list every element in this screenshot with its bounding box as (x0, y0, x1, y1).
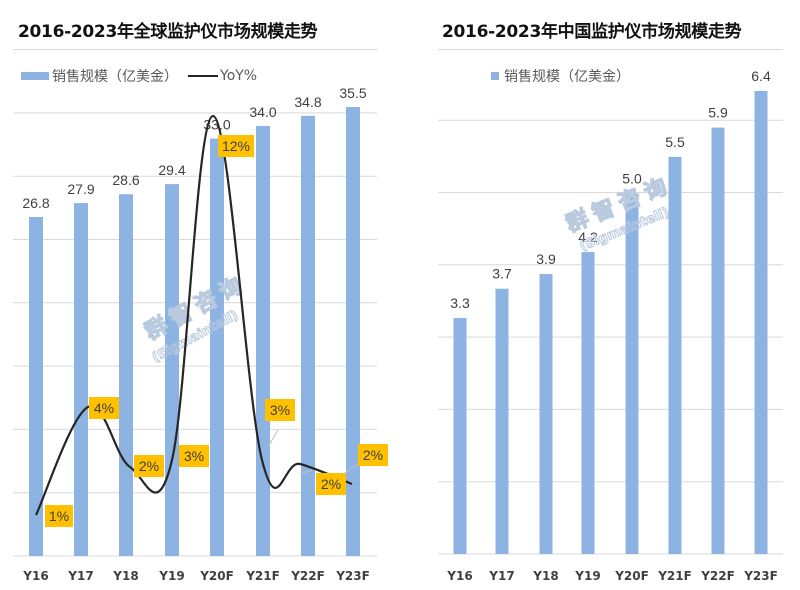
x-tick-label: Y16 (446, 569, 472, 583)
bar-Y19 (165, 184, 179, 556)
yoy-value-label: 3% (184, 448, 204, 464)
x-tick-label: Y17 (488, 569, 514, 583)
x-tick-label: Y17 (67, 569, 93, 583)
bar-Y19 (581, 252, 595, 554)
yoy-label-box (265, 399, 295, 421)
legend-line-label: YoY% (220, 68, 258, 84)
yoy-label-box (358, 444, 388, 466)
bar-Y17 (495, 288, 509, 554)
bar-Y18 (539, 274, 553, 554)
yoy-value-label: 2% (363, 447, 383, 463)
yoy-label-box (218, 135, 254, 157)
bar-Y20F (210, 138, 224, 556)
bar-Y23F (346, 107, 360, 556)
yoy-label-box (134, 455, 164, 477)
bar-Y21F (668, 156, 682, 554)
bar-value-label: 3.3 (450, 295, 470, 311)
bar-value-label: 5.9 (708, 105, 728, 121)
bar-value-label: 34.8 (294, 94, 321, 110)
x-tick-label: Y18 (112, 569, 138, 583)
bar-Y16 (29, 217, 43, 556)
bar-value-label: 6.4 (751, 68, 771, 84)
bar-Y22F (711, 127, 725, 554)
x-tick-label: Y18 (532, 569, 558, 583)
bar-Y22F (301, 115, 315, 556)
yoy-label-box (316, 473, 346, 495)
legend-bar-swatch-icon (491, 72, 499, 80)
bar-value-label: 29.4 (158, 162, 185, 178)
x-tick-label: Y19 (574, 569, 600, 583)
bar-value-label: 27.9 (67, 181, 94, 197)
china-plot-area: 3.3 Y16 3.7 Y17 3.9 Y18 4.2 Y19 5.0 Y20F 5.5 Y21F 5.… (438, 68, 783, 583)
bar-Y16 (453, 318, 467, 554)
global-plot-area: 26.8Y1627.9Y1728.6Y1829.4Y1933.0Y20F34.0… (13, 85, 388, 583)
bar-value-label: 5.0 (622, 171, 642, 187)
yoy-label-box (179, 445, 209, 467)
legend-bar-label: 销售规模（亿美金） (52, 69, 178, 85)
bar-value-label: 3.7 (492, 266, 512, 282)
bar-value-label: 26.8 (22, 195, 49, 211)
bar-Y21F (256, 125, 270, 556)
label-leader-line (267, 429, 279, 448)
legend-bar-swatch-icon (21, 72, 49, 80)
yoy-value-label: 2% (321, 476, 341, 492)
global-chart-legend: 销售规模（亿美金） YoY% (21, 66, 257, 86)
china-chart-legend: 销售规模（亿美金） (491, 66, 630, 86)
bar-value-label: 3.9 (536, 251, 556, 267)
title-divider (438, 49, 783, 50)
legend-bar-label: 销售规模（亿美金） (504, 69, 630, 85)
x-tick-label: Y23F (743, 569, 778, 583)
bar-Y17 (74, 203, 88, 556)
bar-Y23F (754, 91, 768, 554)
yoy-value-label: 2% (139, 458, 159, 474)
bar-value-label: 35.5 (339, 85, 366, 101)
x-tick-label: Y21F (657, 569, 692, 583)
yoy-value-label: 1% (49, 508, 69, 524)
bar-Y20F (625, 193, 639, 555)
x-tick-label: Y19 (158, 569, 184, 583)
x-tick-label: Y21F (245, 569, 280, 583)
bar-value-label: 5.5 (665, 134, 685, 150)
bar-value-label: 4.2 (578, 229, 598, 245)
x-tick-label: Y20F (199, 569, 234, 583)
bar-Y18 (119, 194, 133, 556)
bar-value-label: 28.6 (112, 172, 139, 188)
global-chart-panel: 2016-2023年全球监护仪市场规模走势 销售规模（亿美金） YoY% (13, 22, 377, 86)
label-leader-line (299, 469, 314, 475)
x-tick-label: Y23F (335, 569, 370, 583)
global-chart-title: 2016-2023年全球监护仪市场规模走势 (18, 22, 318, 42)
yoy-value-label: 4% (94, 400, 114, 416)
x-tick-label: Y20F (614, 569, 649, 583)
legend-line-swatch-icon (188, 75, 218, 77)
china-chart-panel: 2016-2023年中国监护仪市场规模走势 销售规模（亿美金） (420, 0, 800, 590)
x-tick-label: Y22F (700, 569, 735, 583)
yoy-label-box (89, 397, 119, 419)
yoy-value-label: 3% (270, 402, 290, 418)
yoy-value-label: 12% (222, 138, 250, 154)
x-tick-label: Y16 (22, 569, 48, 583)
x-tick-label: Y22F (290, 569, 325, 583)
china-chart-title: 2016-2023年中国监护仪市场规模走势 (442, 22, 742, 42)
title-divider (13, 49, 377, 50)
bar-value-label: 34.0 (249, 104, 276, 120)
yoy-label-box (45, 505, 73, 527)
